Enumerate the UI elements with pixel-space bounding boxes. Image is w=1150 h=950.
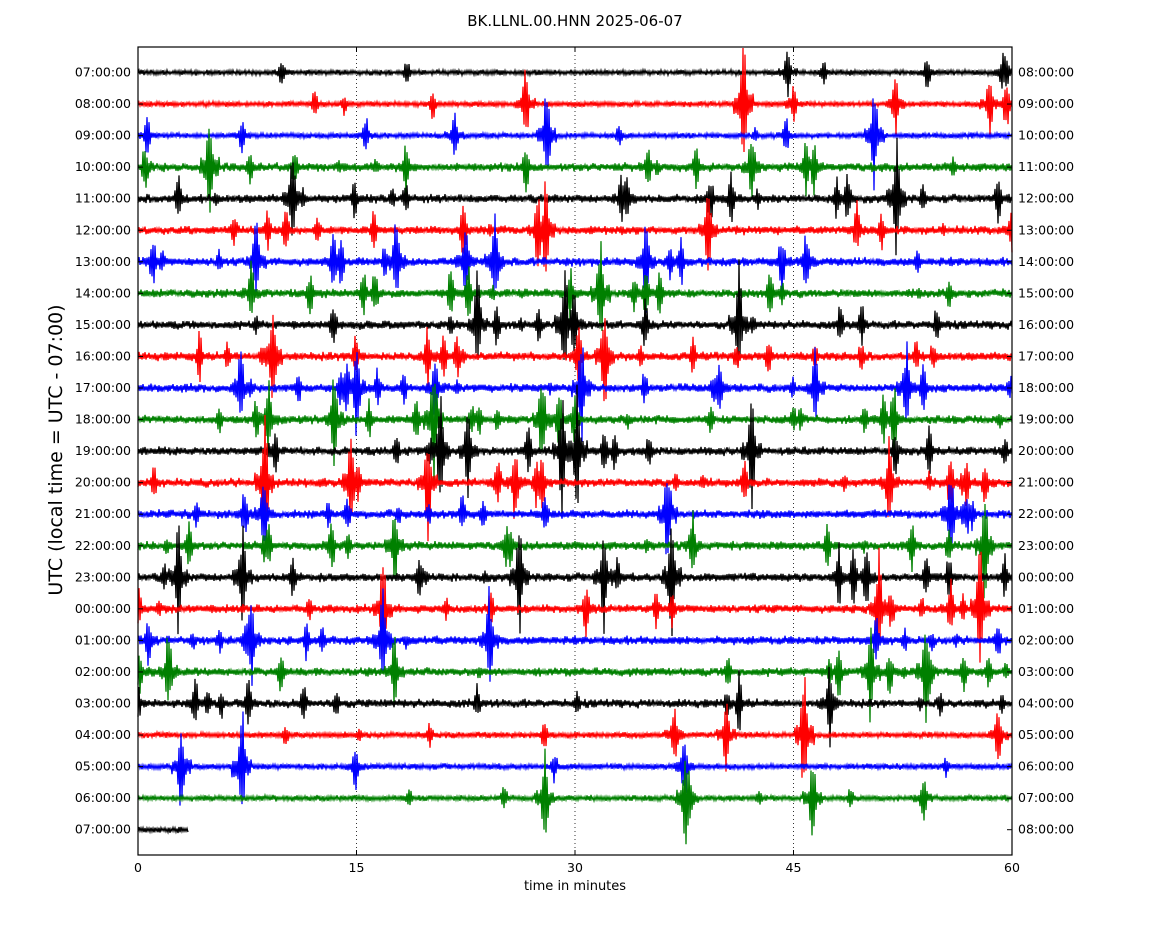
left-time-label: 10:00:00 [75, 159, 131, 174]
left-time-label: 06:00:00 [75, 790, 131, 805]
right-time-label: 08:00:00 [1018, 65, 1074, 80]
trace-row-9 [137, 314, 1013, 402]
x-tick-label: 30 [567, 860, 583, 875]
right-time-label: 17:00:00 [1018, 348, 1074, 363]
right-time-label: 09:00:00 [1018, 96, 1074, 111]
right-time-label: 20:00:00 [1018, 443, 1074, 458]
trace-row-0 [137, 51, 1013, 98]
trace-row-18 [137, 586, 1013, 686]
left-time-label: 21:00:00 [75, 506, 131, 521]
right-time-label: 22:00:00 [1018, 506, 1074, 521]
right-time-label: 13:00:00 [1018, 222, 1074, 237]
left-time-label: 00:00:00 [75, 601, 131, 616]
right-time-label: 06:00:00 [1018, 759, 1074, 774]
right-time-label: 23:00:00 [1018, 538, 1074, 553]
trace-row-2 [137, 98, 1013, 191]
left-time-label: 03:00:00 [75, 696, 131, 711]
trace-row-16 [137, 525, 1013, 637]
left-time-label: 19:00:00 [75, 443, 131, 458]
trace-row-22 [137, 711, 1013, 806]
trace-row-23 [137, 748, 1013, 845]
trace-row-7 [137, 241, 1013, 332]
left-time-label: 05:00:00 [75, 759, 131, 774]
right-time-label: 12:00:00 [1018, 191, 1074, 206]
trace-row-11 [137, 379, 1013, 485]
right-time-label: 05:00:00 [1018, 727, 1074, 742]
left-time-label: 16:00:00 [75, 348, 131, 363]
right-time-label: 07:00:00 [1018, 790, 1074, 805]
trace-row-4 [137, 137, 1013, 256]
left-time-label: 04:00:00 [75, 727, 131, 742]
x-tick-label: 15 [349, 860, 365, 875]
right-time-label: 03:00:00 [1018, 664, 1074, 679]
right-time-label: 04:00:00 [1018, 696, 1074, 711]
left-time-label: 15:00:00 [75, 317, 131, 332]
right-time-label: 15:00:00 [1018, 285, 1074, 300]
left-time-label: 20:00:00 [75, 475, 131, 490]
right-time-label: 01:00:00 [1018, 601, 1074, 616]
left-time-label: 22:00:00 [75, 538, 131, 553]
trace-row-24 [137, 825, 189, 835]
right-time-label: 11:00:00 [1018, 159, 1074, 174]
left-time-label: 02:00:00 [75, 664, 131, 679]
x-axis-ticks: 0 15 30 45 60 [134, 47, 1020, 875]
right-time-label: 18:00:00 [1018, 380, 1074, 395]
trace-row-5 [137, 181, 1013, 272]
right-time-label: 02:00:00 [1018, 632, 1074, 647]
trace-row-13 [137, 414, 1013, 542]
right-time-label: 00:00:00 [1018, 569, 1074, 584]
x-axis-label: time in minutes [523, 879, 627, 894]
trace-row-8 [137, 259, 1013, 367]
right-time-label: 14:00:00 [1018, 254, 1074, 269]
x-tick-label: 45 [786, 860, 802, 875]
left-time-label: 14:00:00 [75, 285, 131, 300]
trace-row-17 [137, 547, 1013, 663]
trace-row-20 [137, 666, 1013, 748]
left-time-label: 11:00:00 [75, 191, 131, 206]
left-time-label: 17:00:00 [75, 380, 131, 395]
left-time-label: 13:00:00 [75, 254, 131, 269]
left-time-label: 09:00:00 [75, 128, 131, 143]
right-time-label: 08:00:00 [1018, 822, 1074, 837]
trace-row-3 [137, 128, 1013, 213]
left-time-label: 08:00:00 [75, 96, 131, 111]
trace-row-19 [137, 627, 1013, 723]
chart-title: BK.LLNL.00.HNN 2025-06-07 [467, 12, 683, 30]
x-tick-label: 60 [1004, 860, 1020, 875]
right-time-label: 19:00:00 [1018, 412, 1074, 427]
trace-row-12 [137, 384, 1013, 515]
left-time-label: 12:00:00 [75, 222, 131, 237]
trace-row-21 [137, 677, 1013, 778]
right-time-label: 21:00:00 [1018, 475, 1074, 490]
trace-row-14 [137, 483, 1013, 555]
left-time-label: 18:00:00 [75, 412, 131, 427]
left-time-label: 07:00:00 [75, 822, 131, 837]
trace-row-10 [137, 341, 1013, 442]
trace-row-1 [137, 47, 1013, 153]
trace-row-6 [137, 213, 1013, 313]
left-time-label: 23:00:00 [75, 569, 131, 584]
row-labels: 07:00:00 08:00:00 09:00:00 10:00:00 11:00:00… [75, 65, 1074, 837]
left-time-label: 01:00:00 [75, 632, 131, 647]
right-time-label: 16:00:00 [1018, 317, 1074, 332]
seismic-traces [137, 47, 1013, 845]
left-time-label: 07:00:00 [75, 65, 131, 80]
x-tick-label: 0 [134, 860, 142, 875]
right-time-label: 10:00:00 [1018, 128, 1074, 143]
trace-row-15 [137, 503, 1013, 599]
